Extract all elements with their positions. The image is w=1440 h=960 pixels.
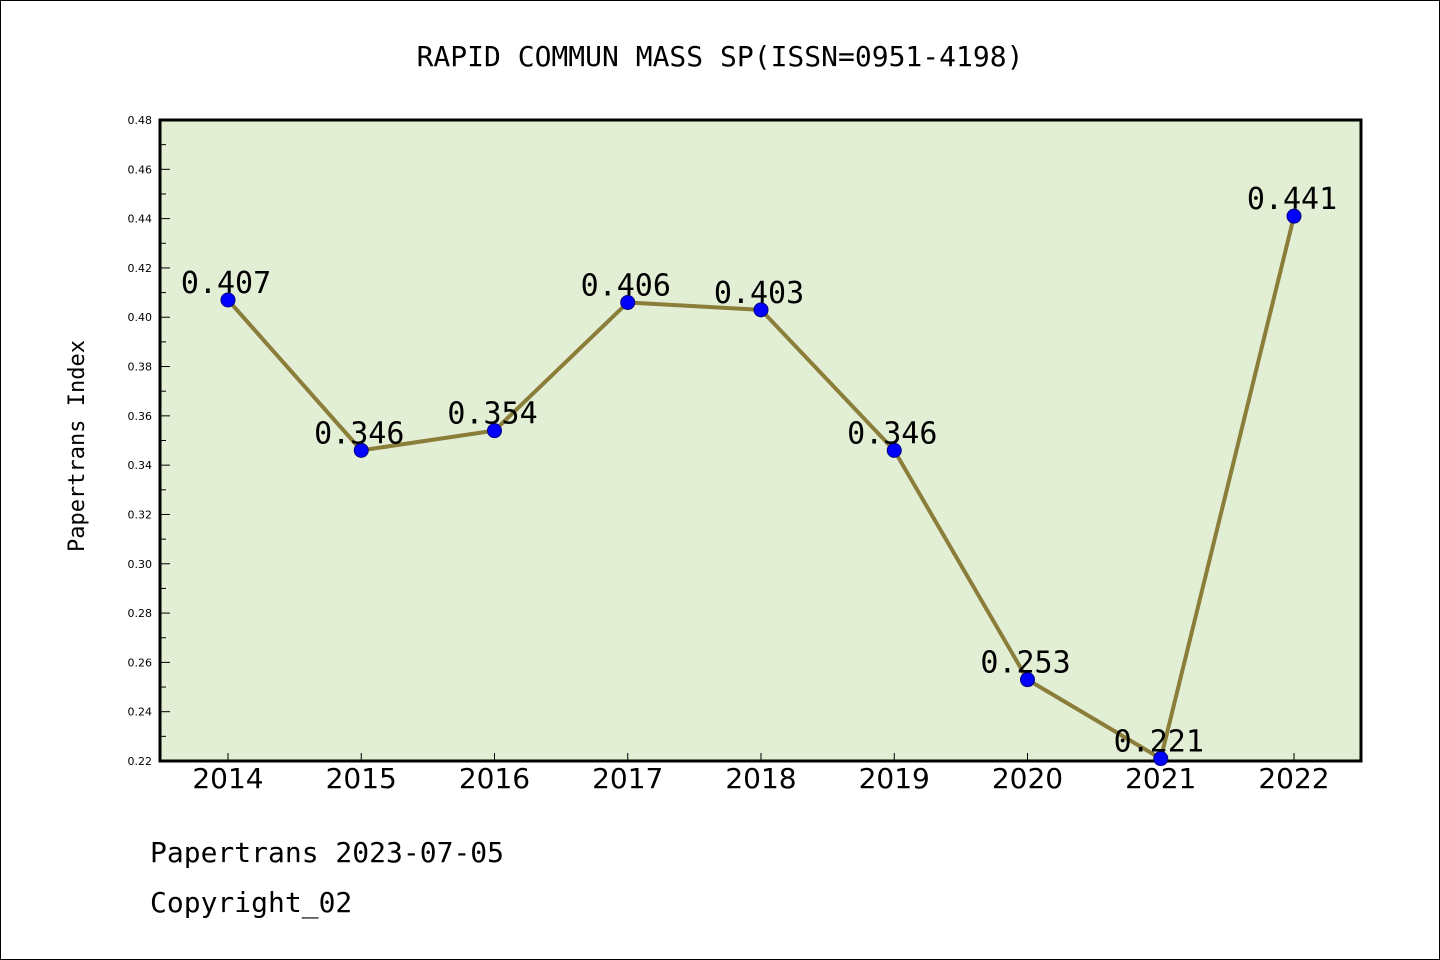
plot-area [158, 118, 1363, 763]
x-axis: 2014 2015 2016 2017 2018 2019 2020 2021 2022 [192, 753, 1330, 795]
x-tick-label: 2015 [326, 762, 397, 795]
chart-title: RAPID COMMUN MASS SP(ISSN=0951-4198) [417, 40, 1024, 73]
series-layer: 0.407 0.346 0.354 0.406 0.403 0.346 0.253 0.221… [181, 182, 1337, 767]
y-tick-label: 0.24 [128, 706, 153, 719]
data-point [1286, 208, 1302, 224]
y-tick-label: 0.28 [128, 607, 153, 620]
data-label: 0.354 [447, 397, 537, 432]
data-point [487, 423, 502, 439]
y-tick-label: 0.30 [128, 558, 153, 571]
data-point [220, 292, 236, 308]
data-point [753, 302, 769, 318]
y-axis: 0.22 0.24 0.26 0.28 0.30 0.32 0.34 0.36 0.38 0.40… [128, 114, 170, 768]
data-label: 0.441 [1247, 182, 1337, 217]
y-tick-label: 0.40 [128, 311, 153, 324]
x-tick-label: 2022 [1258, 762, 1329, 795]
data-label: 0.346 [847, 416, 937, 451]
y-tick-label: 0.44 [128, 213, 153, 226]
x-tick-label: 2014 [192, 762, 263, 795]
footer-date: Papertrans 2023-07-05 [150, 836, 505, 869]
footer-copyright: Copyright_02 [150, 886, 353, 919]
data-label: 0.253 [980, 646, 1070, 681]
y-tick-label: 0.48 [128, 114, 153, 127]
y-tick-label: 0.22 [128, 755, 153, 768]
x-tick-label: 2019 [859, 762, 930, 795]
x-tick-label: 2018 [725, 762, 796, 795]
y-tick-label: 0.26 [128, 656, 153, 669]
x-tick-label: 2021 [1125, 762, 1196, 795]
data-label: 0.407 [181, 266, 271, 301]
data-label: 0.406 [581, 268, 671, 303]
y-tick-label: 0.38 [128, 361, 153, 374]
data-point [620, 294, 636, 310]
data-point [353, 442, 369, 458]
data-point [1020, 672, 1035, 688]
data-point [1153, 751, 1169, 767]
y-axis-label: Papertrans Index [65, 340, 90, 552]
y-tick-label: 0.32 [128, 508, 153, 521]
x-tick-label: 2017 [592, 762, 663, 795]
x-tick-label: 2020 [992, 762, 1063, 795]
y-tick-label: 0.42 [128, 262, 153, 275]
data-point [886, 442, 902, 458]
data-label: 0.403 [714, 276, 804, 311]
data-label: 0.346 [314, 416, 404, 451]
data-label: 0.221 [1114, 725, 1204, 760]
y-tick-label: 0.46 [128, 163, 153, 176]
y-tick-label: 0.36 [128, 410, 153, 423]
x-tick-label: 2016 [459, 762, 530, 795]
y-tick-label: 0.34 [128, 459, 153, 472]
